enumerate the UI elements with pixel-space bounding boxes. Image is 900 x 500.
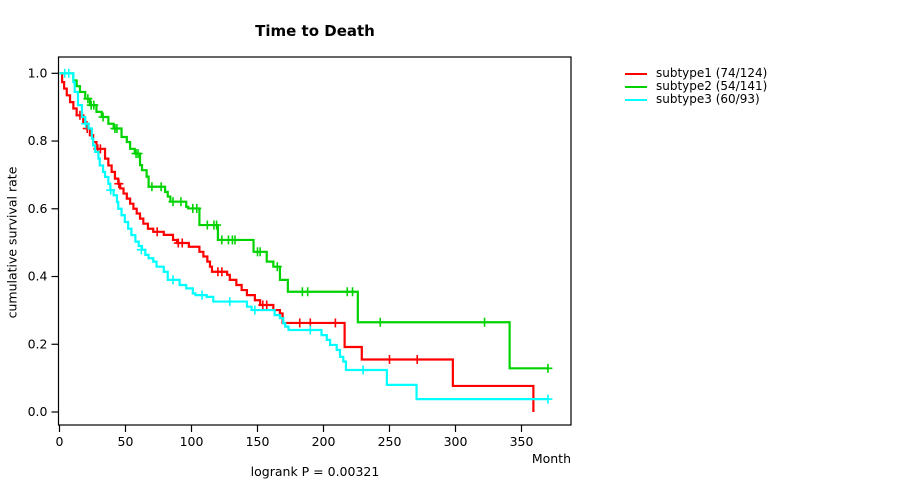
legend-label: subtype3 (60/93): [656, 92, 760, 106]
x-tick-label: 50: [118, 434, 134, 449]
x-tick-label: 200: [312, 434, 336, 449]
survival-curve-subtype3: [59, 72, 550, 401]
survival-curve-subtype1: [59, 72, 535, 412]
legend-item-subtype2: subtype2 (54/141): [625, 80, 767, 93]
legend-label: subtype1 (74/124): [656, 66, 768, 80]
legend-item-subtype3: subtype3 (60/93): [625, 93, 767, 106]
x-tick-label: 0: [56, 434, 64, 449]
y-tick-label: 0.2: [28, 336, 48, 351]
legend-label: subtype2 (54/141): [656, 79, 768, 93]
x-tick-label: 300: [444, 434, 468, 449]
x-tick-label: 100: [180, 434, 204, 449]
x-tick-label: 350: [510, 434, 534, 449]
y-tick-label: 1.0: [28, 65, 48, 80]
legend-item-subtype1: subtype1 (74/124): [625, 67, 767, 80]
legend: subtype1 (74/124) subtype2 (54/141) subtyp…: [625, 67, 767, 106]
legend-line-swatch: [625, 72, 647, 75]
y-tick-label: 0.4: [28, 269, 48, 284]
x-axis-label: Month: [531, 451, 571, 466]
y-tick-label: 0.6: [28, 201, 48, 216]
legend-line-swatch: [625, 85, 647, 88]
x-tick-label: 250: [378, 434, 402, 449]
plot-frame: [57, 56, 572, 426]
x-tick-label: 150: [246, 434, 270, 449]
logrank-p-value: logrank P = 0.00321: [250, 464, 380, 479]
y-tick-label: 0.0: [28, 404, 48, 419]
y-tick-label: 0.8: [28, 133, 48, 148]
legend-line-swatch: [625, 98, 647, 101]
chart-title: Time to Death: [255, 22, 375, 40]
survival-curve-subtype2: [59, 72, 550, 370]
